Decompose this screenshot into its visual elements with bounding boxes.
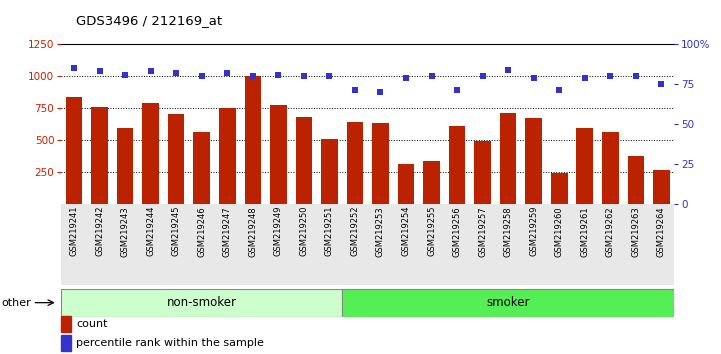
Text: GSM219248: GSM219248 [248, 206, 257, 257]
Point [375, 89, 386, 95]
Bar [117, 129, 133, 204]
Point [451, 88, 463, 93]
Point [221, 70, 233, 76]
Text: GSM219252: GSM219252 [350, 206, 360, 257]
Point [630, 73, 642, 79]
Text: GSM219260: GSM219260 [554, 206, 564, 257]
Bar [342, 289, 674, 317]
Text: GSM219245: GSM219245 [172, 206, 181, 257]
Text: smoker: smoker [487, 296, 530, 309]
Bar [244, 76, 261, 204]
Point [298, 73, 309, 79]
Point [196, 73, 208, 79]
Point [400, 75, 412, 80]
Text: GSM219259: GSM219259 [529, 206, 538, 257]
Point [247, 73, 259, 79]
Point [655, 81, 667, 87]
Text: GSM219263: GSM219263 [632, 206, 640, 257]
Point [528, 75, 539, 80]
Point [554, 88, 565, 93]
Point [145, 69, 156, 74]
Bar [270, 105, 287, 204]
Bar [423, 161, 440, 204]
Bar [474, 141, 491, 204]
Text: GSM219247: GSM219247 [223, 206, 231, 257]
Bar [602, 132, 619, 204]
Bar [193, 132, 210, 204]
Text: GSM219244: GSM219244 [146, 206, 155, 257]
Point [324, 73, 335, 79]
Bar [92, 107, 108, 204]
Text: GSM219257: GSM219257 [478, 206, 487, 257]
Bar [296, 117, 312, 204]
Bar [61, 204, 674, 285]
Bar [448, 126, 465, 204]
Point [503, 67, 514, 73]
Text: GSM219258: GSM219258 [504, 206, 513, 257]
Bar [551, 173, 567, 204]
Text: percentile rank within the sample: percentile rank within the sample [76, 338, 265, 348]
Bar [627, 156, 644, 204]
Point [426, 73, 438, 79]
Text: count: count [76, 319, 108, 329]
Text: GSM219251: GSM219251 [325, 206, 334, 257]
Text: GSM219261: GSM219261 [580, 206, 589, 257]
Point [94, 69, 105, 74]
Text: GSM219250: GSM219250 [299, 206, 309, 257]
Bar [61, 289, 342, 317]
Bar [347, 122, 363, 204]
Text: GSM219254: GSM219254 [402, 206, 410, 257]
Bar [500, 113, 516, 204]
Bar [653, 170, 670, 204]
Bar [219, 108, 236, 204]
Bar [321, 138, 337, 204]
Text: non-smoker: non-smoker [167, 296, 236, 309]
Bar [142, 103, 159, 204]
Text: GSM219264: GSM219264 [657, 206, 666, 257]
Text: GSM219256: GSM219256 [453, 206, 461, 257]
Bar [526, 118, 542, 204]
Bar [398, 164, 415, 204]
Text: GSM219249: GSM219249 [274, 206, 283, 257]
Point [604, 73, 616, 79]
Text: GSM219253: GSM219253 [376, 206, 385, 257]
Point [273, 72, 284, 78]
Text: GDS3496 / 212169_at: GDS3496 / 212169_at [76, 14, 222, 27]
Point [477, 73, 488, 79]
Text: other: other [1, 298, 31, 308]
Text: GSM219243: GSM219243 [120, 206, 130, 257]
Point [349, 88, 360, 93]
Point [579, 75, 590, 80]
Point [170, 70, 182, 76]
Point [68, 65, 80, 71]
Bar [66, 97, 82, 204]
Text: GSM219246: GSM219246 [198, 206, 206, 257]
Text: GSM219255: GSM219255 [427, 206, 436, 257]
Bar [372, 123, 389, 204]
Bar [168, 114, 185, 204]
Text: GSM219262: GSM219262 [606, 206, 615, 257]
Bar [577, 129, 593, 204]
Point [120, 72, 131, 78]
Text: GSM219241: GSM219241 [69, 206, 79, 257]
Text: GSM219242: GSM219242 [95, 206, 104, 257]
